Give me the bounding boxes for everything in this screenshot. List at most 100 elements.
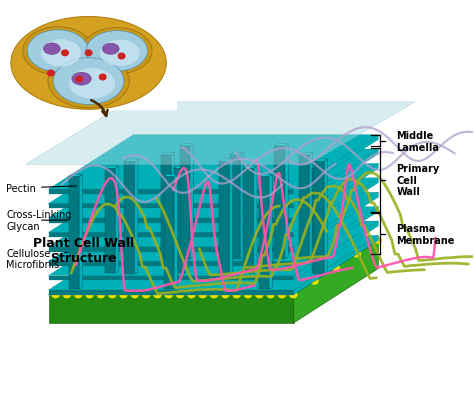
Circle shape [255,265,258,268]
Circle shape [239,251,248,258]
Circle shape [119,265,123,268]
Circle shape [66,292,69,295]
Circle shape [299,278,308,285]
Polygon shape [230,155,240,260]
Polygon shape [293,150,378,209]
Ellipse shape [27,31,89,72]
Circle shape [115,251,123,258]
Polygon shape [174,175,177,290]
Circle shape [196,238,199,241]
Circle shape [283,237,292,244]
Circle shape [234,279,237,281]
Polygon shape [310,153,313,260]
Polygon shape [293,193,378,252]
Circle shape [168,292,171,295]
Circle shape [227,237,235,244]
Circle shape [119,291,128,298]
Circle shape [140,278,149,285]
Circle shape [150,264,159,271]
Circle shape [252,264,261,271]
Polygon shape [312,166,326,169]
Circle shape [187,291,196,298]
Circle shape [184,264,193,271]
Circle shape [134,292,137,295]
Circle shape [264,264,272,271]
Circle shape [228,251,237,258]
Polygon shape [314,160,328,162]
Circle shape [73,278,81,285]
Circle shape [211,279,215,281]
Circle shape [206,251,214,258]
Circle shape [285,251,293,258]
Ellipse shape [44,44,60,55]
Circle shape [139,264,147,271]
Polygon shape [124,162,135,274]
Circle shape [131,265,134,268]
Polygon shape [48,247,293,252]
Circle shape [62,51,68,56]
Text: Primary
Cell
Wall: Primary Cell Wall [396,164,439,197]
Polygon shape [259,177,269,290]
Circle shape [147,237,156,244]
Polygon shape [180,144,193,147]
Circle shape [343,238,346,241]
Polygon shape [135,160,138,274]
Circle shape [193,237,201,244]
Circle shape [174,278,183,285]
Circle shape [291,279,294,281]
Circle shape [268,279,271,281]
Polygon shape [164,175,177,177]
Text: Cross-Linking
Glycan: Cross-Linking Glycan [6,210,72,231]
Circle shape [229,264,238,271]
Circle shape [241,264,249,271]
Circle shape [341,251,350,258]
Circle shape [244,291,252,298]
Polygon shape [274,147,285,259]
Circle shape [108,291,117,298]
Circle shape [254,252,257,254]
Circle shape [310,252,314,254]
Polygon shape [299,155,310,260]
Polygon shape [105,166,119,169]
Circle shape [335,265,337,268]
Polygon shape [293,179,378,238]
Circle shape [320,238,323,241]
Text: Pectin: Pectin [6,183,76,194]
Circle shape [87,279,90,281]
Circle shape [128,264,136,271]
Circle shape [210,291,218,298]
Circle shape [302,279,305,281]
Polygon shape [69,175,82,177]
Polygon shape [48,150,378,204]
Circle shape [204,237,212,244]
Polygon shape [314,162,324,274]
Circle shape [100,292,103,295]
Polygon shape [293,222,378,281]
Circle shape [77,292,80,295]
Polygon shape [48,193,378,247]
Circle shape [76,77,82,83]
Circle shape [142,265,145,268]
Circle shape [355,238,357,241]
Circle shape [118,278,126,285]
Circle shape [345,252,347,254]
Polygon shape [293,236,378,295]
Ellipse shape [41,40,81,67]
Circle shape [95,278,104,285]
Polygon shape [48,190,293,194]
Circle shape [247,292,250,295]
Circle shape [273,251,282,258]
Ellipse shape [82,28,152,75]
Circle shape [162,238,165,241]
Polygon shape [293,135,378,194]
Circle shape [197,252,201,254]
Circle shape [288,252,291,254]
Circle shape [63,291,71,298]
Circle shape [262,251,271,258]
Circle shape [219,238,221,241]
Circle shape [356,252,359,254]
Circle shape [178,279,181,281]
Circle shape [139,238,142,241]
Circle shape [84,278,92,285]
Circle shape [207,264,215,271]
